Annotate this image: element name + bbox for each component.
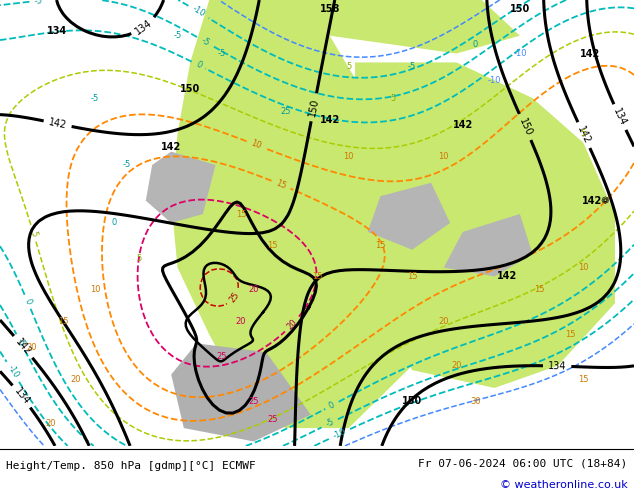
Text: 5: 5 [29, 230, 39, 238]
Text: 150: 150 [307, 98, 320, 117]
Text: 142❁: 142❁ [582, 196, 610, 206]
Text: 134: 134 [12, 386, 31, 407]
Text: -5: -5 [199, 36, 210, 48]
Text: -10: -10 [6, 364, 20, 380]
Text: Fr 07-06-2024 06:00 UTC (18+84): Fr 07-06-2024 06:00 UTC (18+84) [418, 459, 628, 468]
Polygon shape [146, 151, 216, 223]
Text: 15: 15 [578, 374, 588, 384]
Text: 15: 15 [375, 241, 385, 250]
Text: -5: -5 [173, 31, 182, 40]
Text: -5: -5 [408, 62, 417, 72]
Text: 15: 15 [312, 272, 322, 281]
Polygon shape [368, 183, 450, 250]
Text: -5: -5 [91, 94, 100, 102]
Text: 0: 0 [328, 400, 337, 411]
Text: 134: 134 [611, 107, 628, 127]
Text: 20: 20 [451, 361, 462, 370]
Text: 10: 10 [250, 139, 262, 151]
Text: 150: 150 [510, 4, 530, 14]
Text: -10: -10 [488, 76, 501, 85]
Text: -5: -5 [217, 49, 226, 58]
Text: 5: 5 [581, 129, 586, 138]
Text: 10: 10 [439, 151, 449, 161]
Text: 142: 142 [579, 49, 600, 58]
Text: 0: 0 [194, 60, 203, 70]
Text: 30: 30 [470, 397, 481, 406]
Text: 20: 20 [249, 285, 259, 294]
Text: 142: 142 [13, 337, 33, 357]
Text: 5: 5 [346, 62, 351, 72]
Text: 15: 15 [236, 210, 246, 219]
Text: -5: -5 [15, 337, 27, 348]
Text: 134: 134 [133, 18, 154, 36]
Text: -10: -10 [332, 427, 347, 441]
Text: 20: 20 [46, 419, 56, 428]
Text: 142: 142 [48, 117, 68, 130]
Text: 10: 10 [344, 151, 354, 161]
Text: -10: -10 [190, 4, 207, 19]
Text: 142: 142 [497, 271, 517, 281]
Text: 20: 20 [439, 317, 449, 325]
Text: 25: 25 [228, 291, 242, 304]
Text: Height/Temp. 850 hPa [gdmp][°C] ECMWF: Height/Temp. 850 hPa [gdmp][°C] ECMWF [6, 461, 256, 471]
Text: 15: 15 [275, 178, 288, 191]
Text: 150: 150 [180, 84, 200, 94]
Text: 142: 142 [161, 142, 181, 152]
Text: 15: 15 [407, 272, 417, 281]
Polygon shape [171, 343, 311, 441]
Text: 0: 0 [473, 40, 478, 49]
Text: 25: 25 [249, 397, 259, 406]
Text: 158: 158 [320, 4, 340, 14]
Text: 15: 15 [566, 330, 576, 339]
Text: 20: 20 [27, 343, 37, 352]
Text: 15: 15 [268, 241, 278, 250]
Text: 134: 134 [548, 361, 566, 371]
Polygon shape [228, 0, 520, 53]
Text: 142: 142 [453, 120, 473, 130]
Text: -5: -5 [34, 0, 43, 5]
Text: 10: 10 [90, 285, 100, 294]
Polygon shape [444, 214, 533, 276]
Text: 150: 150 [517, 117, 533, 138]
Text: 20: 20 [71, 374, 81, 384]
Text: 20: 20 [285, 318, 299, 331]
Polygon shape [355, 62, 615, 388]
Text: 10: 10 [578, 263, 588, 272]
Text: 15: 15 [58, 317, 68, 325]
Text: 0: 0 [112, 219, 117, 227]
Text: 142: 142 [320, 115, 340, 125]
Text: 5: 5 [137, 254, 142, 263]
Text: -10: -10 [513, 49, 527, 58]
Text: © weatheronline.co.uk: © weatheronline.co.uk [500, 480, 628, 490]
Text: -5: -5 [324, 417, 335, 429]
Text: 15: 15 [534, 285, 544, 294]
Text: 25: 25 [217, 352, 227, 361]
Text: 0: 0 [22, 297, 33, 306]
Text: 5: 5 [391, 94, 396, 102]
Text: -5: -5 [122, 161, 131, 170]
Text: 142: 142 [576, 124, 592, 146]
Text: 25: 25 [268, 415, 278, 424]
Polygon shape [171, 0, 431, 428]
Text: 134: 134 [47, 26, 67, 36]
Text: 25: 25 [280, 107, 290, 116]
Text: 150: 150 [402, 396, 422, 406]
Text: 20: 20 [236, 317, 246, 325]
